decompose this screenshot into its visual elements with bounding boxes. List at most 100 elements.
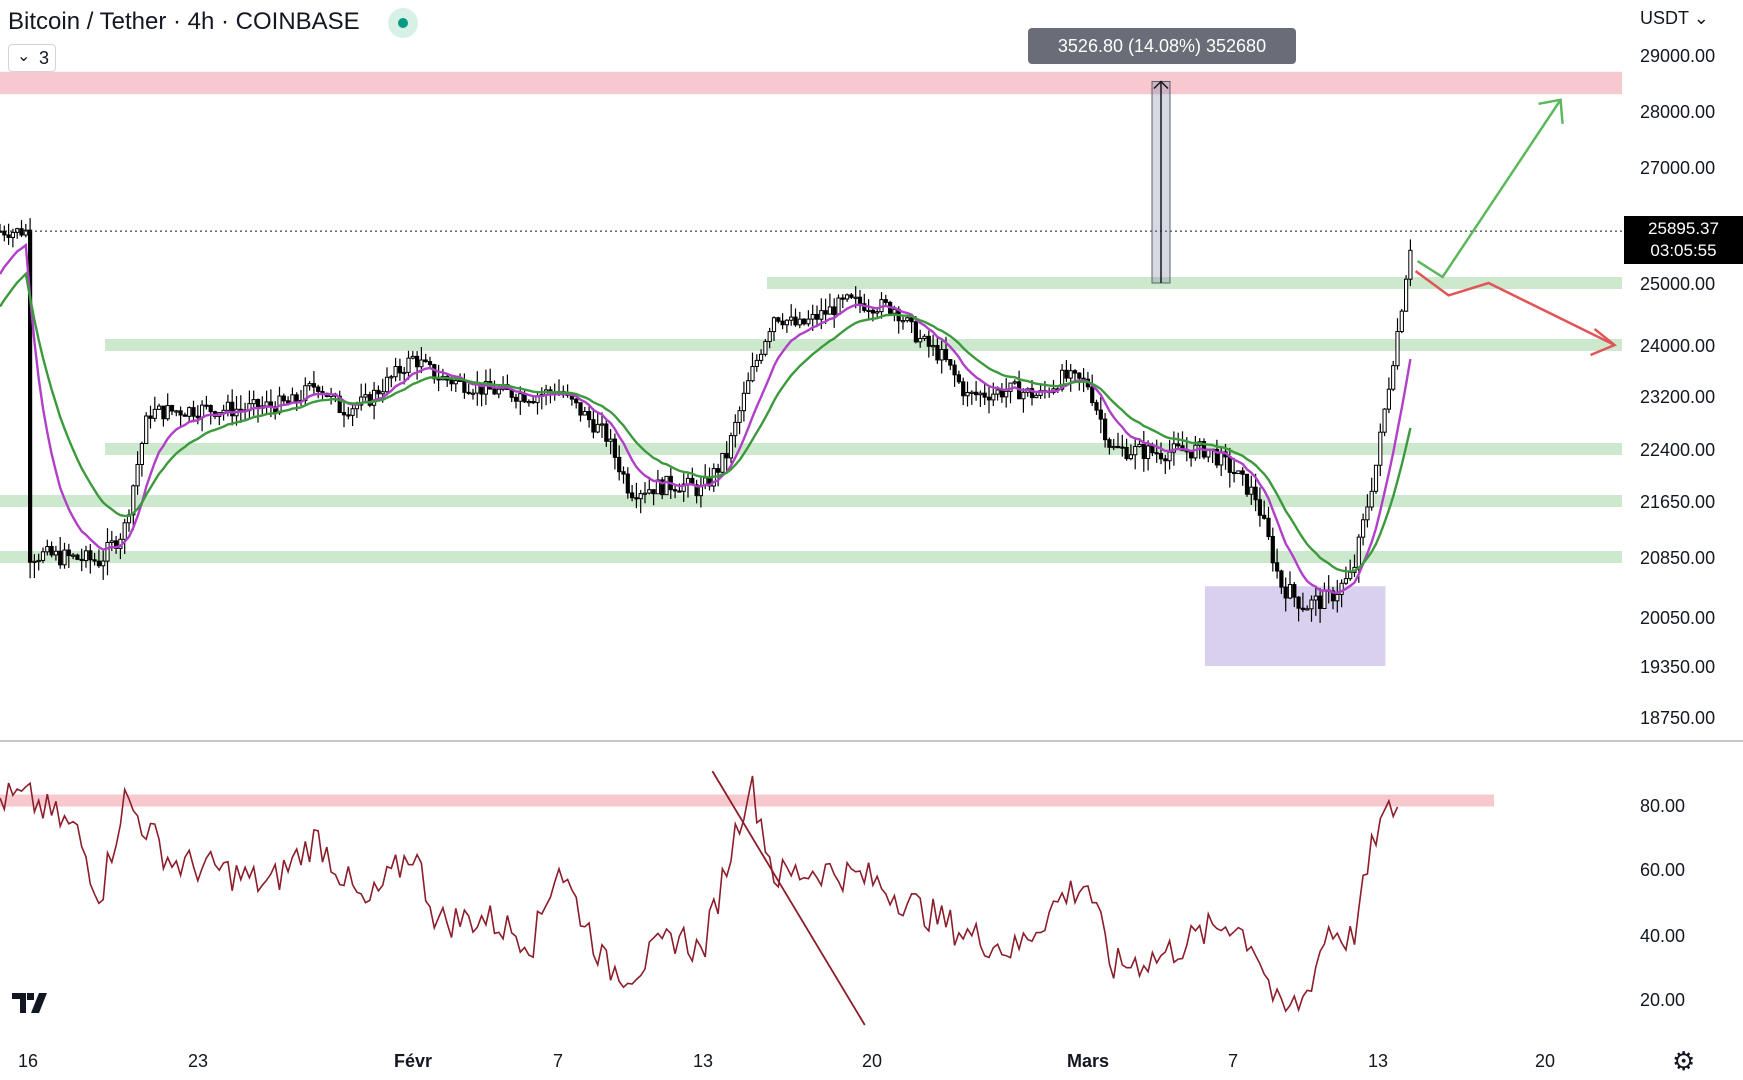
candle-body	[350, 408, 355, 416]
candle-body	[806, 318, 811, 325]
rsi-line	[0, 775, 1399, 1013]
candle-body	[1322, 589, 1327, 610]
bullish-projection	[1416, 99, 1562, 279]
candle-body	[1072, 370, 1078, 374]
candle-body	[1244, 473, 1250, 495]
candle-body	[1275, 562, 1280, 572]
candle-body	[926, 335, 931, 347]
candle-body	[1154, 452, 1159, 455]
candle-body	[909, 317, 914, 323]
price-tick-label: 18750.00	[1640, 708, 1715, 728]
candle-body	[883, 299, 888, 303]
candle-body	[746, 380, 751, 394]
candle-body	[139, 442, 145, 466]
indicator-count: 3	[39, 48, 50, 68]
candle-body	[866, 309, 871, 313]
candle-body	[673, 489, 678, 492]
candle-body	[1305, 608, 1310, 611]
candle-body	[346, 414, 351, 417]
candle-body	[621, 471, 626, 475]
ema-fast-line	[0, 242, 1412, 595]
symbol-title[interactable]: Bitcoin / Tether · 4h · COINBASE	[8, 8, 360, 35]
candle-body	[1356, 536, 1361, 568]
candle-body	[157, 405, 162, 410]
candle-body	[453, 380, 458, 385]
candle-body	[2, 230, 7, 236]
candle-body	[1012, 381, 1017, 384]
candle-body	[169, 405, 175, 412]
price-tick-label: 27000.00	[1640, 158, 1715, 178]
candle-body	[53, 550, 58, 556]
candle-body	[982, 392, 987, 398]
candle-body	[131, 485, 136, 516]
candle-body	[152, 408, 157, 419]
candle-body	[204, 404, 209, 407]
candle-body	[1313, 595, 1318, 601]
candle-body	[741, 392, 746, 412]
candle-body	[1404, 278, 1409, 312]
candle-body	[814, 313, 820, 320]
candle-body	[492, 388, 497, 395]
candle-body	[1133, 446, 1138, 456]
candle-body	[406, 357, 411, 373]
candle-body	[1146, 445, 1151, 459]
resistance-zone	[0, 71, 1622, 95]
last-price: 25895.37	[1648, 219, 1719, 238]
candle-body	[75, 554, 80, 560]
candle-body	[389, 376, 394, 379]
candle-body	[1090, 386, 1095, 404]
candle-body	[462, 379, 467, 393]
indicator-toggle-button[interactable]: ⌄ 3	[8, 44, 56, 72]
candle-body	[1373, 464, 1379, 492]
price-tick-label: 28000.00	[1640, 102, 1715, 122]
candle-body	[449, 379, 454, 385]
candle-body	[1395, 331, 1400, 367]
candle-body	[1240, 470, 1245, 475]
support-level-21650	[0, 495, 1622, 507]
candle-body	[230, 401, 235, 417]
candle-body	[651, 489, 656, 495]
candle-body	[1094, 402, 1099, 411]
support-level-25000	[767, 277, 1622, 289]
candle-body	[948, 359, 953, 366]
candle-body	[10, 231, 16, 238]
sun-gear-icon[interactable]: ⚙	[1672, 1046, 1696, 1076]
candle-body	[892, 308, 897, 314]
candle-body	[62, 549, 67, 566]
candle-body	[784, 319, 789, 326]
candle-body	[771, 317, 777, 333]
candle-body	[664, 475, 669, 496]
bearish-projection	[1414, 270, 1616, 347]
support-level-20850	[0, 551, 1622, 563]
candle-body	[341, 412, 347, 416]
candle-body	[1369, 490, 1374, 508]
candle-body	[724, 452, 729, 459]
candle-body	[974, 391, 979, 396]
candle-body	[1378, 431, 1383, 466]
candle-body	[578, 402, 583, 416]
candle-body	[1137, 443, 1142, 448]
candle-body	[294, 394, 299, 402]
tradingview-logo[interactable]	[12, 990, 60, 1016]
demand-zone	[1204, 586, 1386, 666]
candle-body	[617, 456, 622, 473]
candle-body	[737, 410, 742, 423]
candle-body	[135, 464, 140, 487]
candle-body	[1128, 454, 1134, 460]
candle-body	[372, 389, 377, 406]
candle-body	[1287, 584, 1293, 599]
candle-body	[595, 423, 600, 433]
candle-body	[1386, 388, 1392, 410]
candle-body	[1141, 443, 1146, 459]
candle-body	[956, 374, 961, 383]
candle-body	[819, 310, 824, 320]
price-tick-label: 20850.00	[1640, 548, 1715, 568]
candle-body	[384, 376, 390, 393]
candle-body	[1343, 578, 1349, 584]
time-tick-label: 16	[18, 1051, 38, 1071]
candle-body	[40, 551, 46, 561]
candle-body	[36, 559, 41, 563]
candle-body	[810, 313, 815, 320]
currency-selector[interactable]: USDT ⌄	[1640, 8, 1709, 28]
